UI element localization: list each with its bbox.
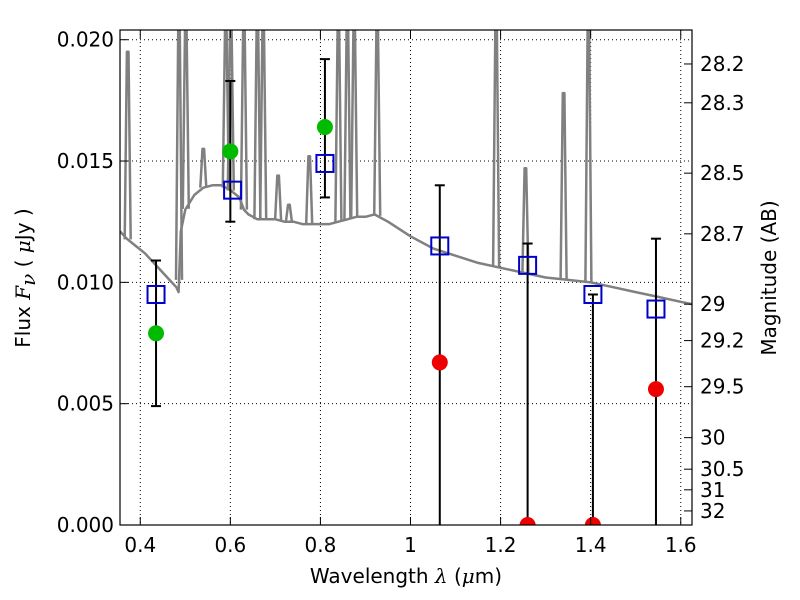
x-tick-label: 1: [404, 533, 417, 557]
emission-line: [273, 174, 283, 221]
y2-tick-label: 30: [700, 426, 725, 450]
emission-line: [343, 30, 352, 220]
emission-line: [372, 30, 382, 216]
red-point: [584, 517, 601, 525]
emission-line: [284, 203, 294, 222]
plot-area: [120, 30, 692, 525]
y2-tick-label: 31: [700, 478, 725, 502]
model-flux-square: [430, 236, 450, 256]
model-flux-square: [646, 299, 666, 319]
x-axis-label: Wavelength λ (μm): [310, 564, 502, 588]
emission-line: [174, 30, 184, 280]
y2-tick-label: 28.3: [700, 91, 745, 115]
emission-line: [239, 30, 249, 210]
y2-tick-label: 29.5: [700, 375, 745, 399]
red-point: [647, 381, 664, 398]
y-axis-label: Flux Fν ( μJy ): [11, 208, 40, 347]
y-tick-label: 0.015: [57, 149, 114, 173]
emission-line: [491, 30, 501, 267]
emission-line: [226, 30, 236, 191]
axes-border: [119, 29, 693, 526]
y-tick-label: 0.010: [57, 270, 114, 294]
emission-line: [334, 30, 343, 222]
x-tick-label: 0.8: [305, 533, 337, 557]
y2-tick-label: 28.2: [700, 52, 745, 76]
y-axis-ticks: 0.000 0.005 0.010 0.015 0.020: [57, 28, 128, 537]
x-tick-label: 0.4: [124, 533, 156, 557]
model-flux-square: [146, 284, 166, 304]
green-point: [222, 143, 239, 160]
green-point: [316, 119, 333, 136]
red-point: [519, 517, 536, 525]
x-tick-label: 1.2: [485, 533, 517, 557]
model-flux-square: [518, 255, 538, 275]
y2-tick-label: 28.5: [700, 161, 745, 185]
emission-line: [258, 30, 268, 220]
green-point: [148, 325, 165, 342]
y-tick-label: 0.020: [57, 28, 114, 52]
emission-line: [304, 154, 314, 225]
emission-line: [123, 50, 132, 240]
model-flux-square: [583, 284, 603, 304]
y2-axis-label: Magnitude (AB): [757, 200, 781, 355]
y-tick-label: 0.005: [57, 392, 114, 416]
y2-tick-label: 30.5: [700, 457, 745, 481]
emission-line: [584, 30, 593, 283]
model-flux-square: [315, 153, 335, 173]
x-tick-label: 1.6: [665, 533, 697, 557]
emission-line: [559, 91, 568, 280]
x-tick-label: 1.4: [575, 533, 607, 557]
model-flux-square: [223, 180, 243, 200]
x-axis-ticks: 0.4 0.6 0.8 1 1.2 1.4 1.6: [124, 30, 697, 557]
emission-line: [181, 30, 191, 209]
emission-line: [253, 30, 262, 220]
y2-tick-label: 28.7: [700, 222, 745, 246]
axes-frame: [119, 29, 693, 526]
red-point: [431, 354, 448, 371]
y2-tick-label: 32: [700, 499, 725, 523]
emission-line: [349, 30, 359, 218]
x-tick-label: 0.6: [214, 533, 246, 557]
emission-line: [521, 167, 530, 274]
y2-tick-label: 29.2: [700, 329, 745, 353]
y2-tick-label: 29: [700, 292, 725, 316]
y-tick-label: 0.000: [57, 513, 114, 537]
emission-line: [199, 147, 208, 188]
